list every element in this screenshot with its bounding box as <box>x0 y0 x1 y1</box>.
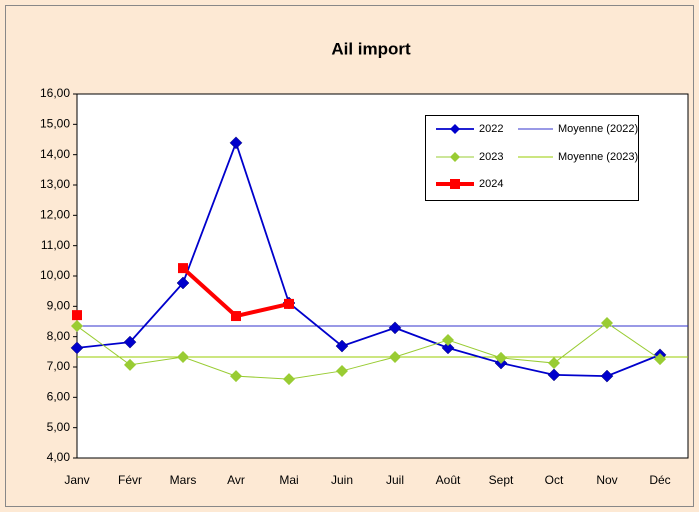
data-point <box>176 276 190 290</box>
x-tick-label: Avr <box>227 473 245 487</box>
y-tick-label: 10,00 <box>40 268 70 282</box>
x-tick-label: Juin <box>331 473 353 487</box>
x-tick-label: Nov <box>596 473 617 487</box>
x-tick-label: Oct <box>545 473 564 487</box>
data-point <box>547 368 561 382</box>
y-tick-label: 9,00 <box>47 299 71 313</box>
x-tick-label: Mars <box>170 473 197 487</box>
data-point <box>388 321 402 335</box>
data-point <box>335 339 349 353</box>
data-point <box>124 358 136 371</box>
x-tick-label: Juil <box>386 473 404 487</box>
y-tick-label: 4,00 <box>47 450 71 464</box>
data-point <box>177 350 189 363</box>
y-tick-label: 14,00 <box>40 147 70 161</box>
data-point <box>123 335 137 349</box>
y-tick-label: 7,00 <box>47 359 71 373</box>
chart-border <box>5 5 694 507</box>
y-tick-label: 11,00 <box>41 238 70 252</box>
x-tick-label: Mai <box>279 473 298 487</box>
x-tick-label: Déc <box>649 473 670 487</box>
legend-label: 2023 <box>479 151 503 163</box>
data-point <box>283 373 295 386</box>
x-tick-label: Août <box>436 473 461 487</box>
legend-label: 2022 <box>479 123 503 135</box>
data-point <box>389 350 401 363</box>
data-point <box>601 317 613 330</box>
series-line <box>76 322 661 380</box>
legend-marker <box>450 124 460 134</box>
data-point <box>178 263 188 274</box>
y-tick-label: 5,00 <box>47 420 71 434</box>
x-tick-label: Janv <box>64 473 89 487</box>
data-point <box>231 311 241 322</box>
y-tick-label: 8,00 <box>47 329 71 343</box>
data-point <box>654 353 666 366</box>
data-point <box>442 334 454 347</box>
data-point <box>495 351 507 364</box>
y-tick-label: 12,00 <box>40 208 70 222</box>
x-tick-label: Sept <box>489 473 514 487</box>
data-point <box>548 357 560 370</box>
y-tick-label: 13,00 <box>40 177 70 191</box>
legend-marker <box>450 152 460 162</box>
data-point <box>441 341 455 355</box>
legend-marker <box>450 179 460 189</box>
data-point <box>229 136 243 150</box>
series-line <box>76 140 661 378</box>
data-point <box>72 310 82 321</box>
legend-label: Moyenne (2022) <box>558 123 638 135</box>
x-tick-label: Févr <box>118 473 142 487</box>
y-tick-label: 16,00 <box>40 86 70 100</box>
y-tick-label: 15,00 <box>40 117 70 131</box>
data-point <box>70 341 84 355</box>
legend-label: Moyenne (2023) <box>558 151 638 163</box>
chart-title: Ail import <box>331 39 411 58</box>
y-tick-label: 6,00 <box>47 390 71 404</box>
data-point <box>600 369 614 383</box>
data-point <box>284 298 294 309</box>
data-point <box>336 364 348 377</box>
legend-label: 2024 <box>479 178 503 190</box>
data-point <box>71 320 83 333</box>
data-point <box>230 370 242 383</box>
